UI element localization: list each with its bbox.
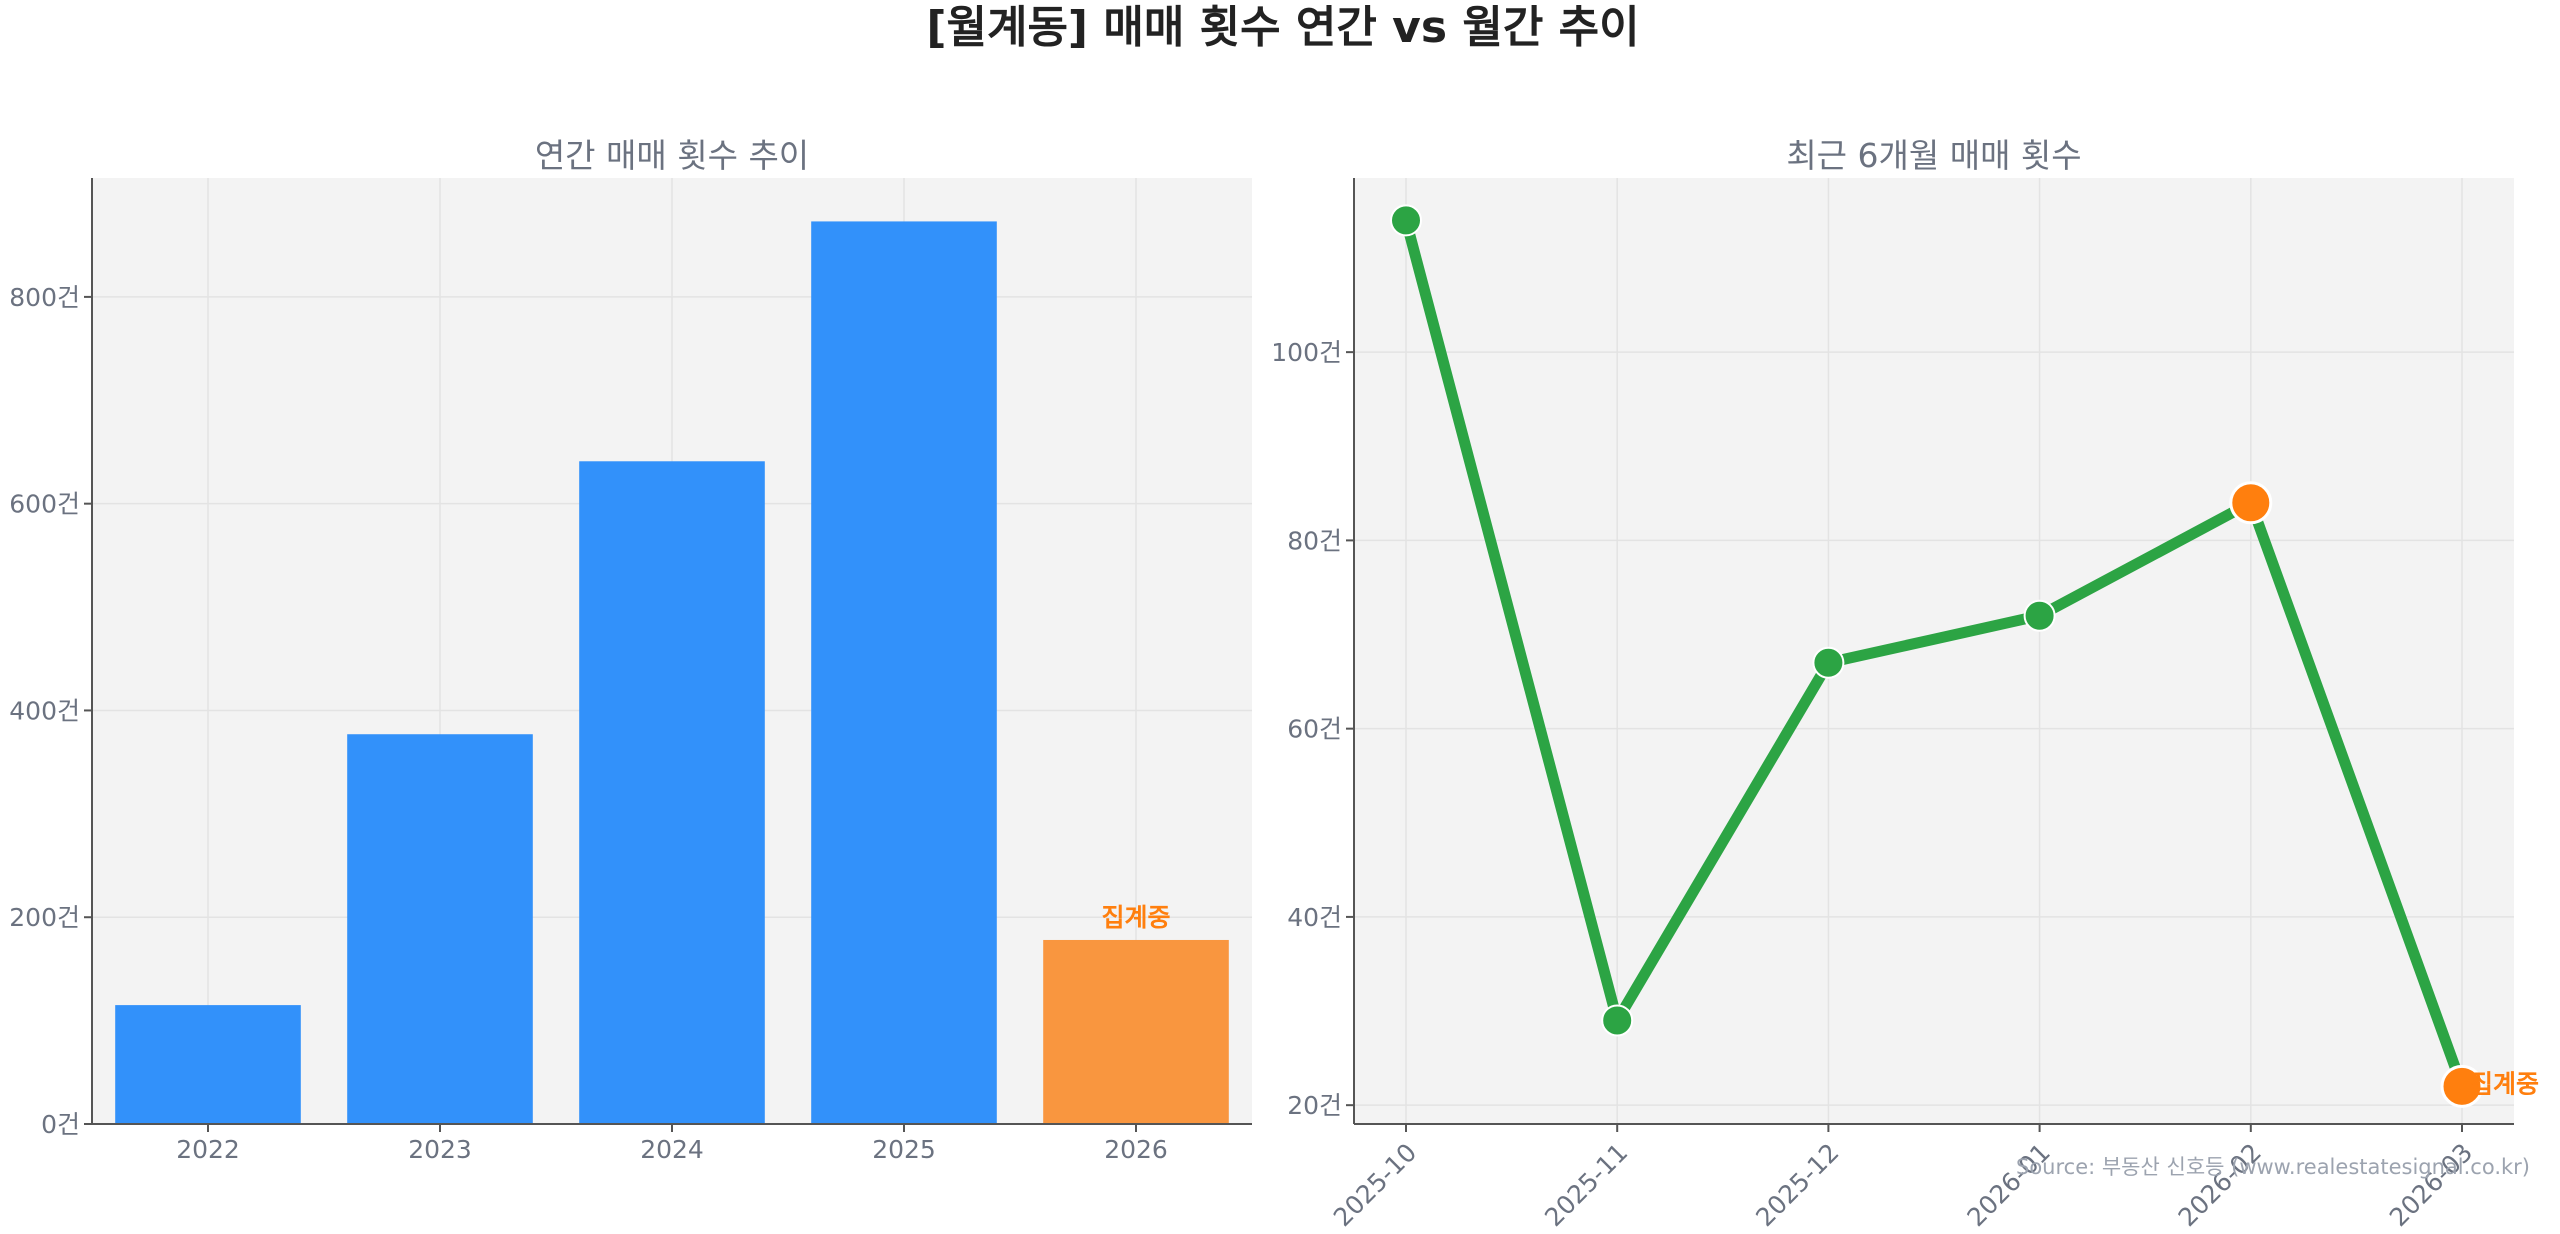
monthly-line-chart: 최근 6개월 매매 횟수 집계중 20건 40건 60건 80건 100건 2025-10 2… (1271, 136, 2539, 1232)
y-tick-label: 200건 (9, 903, 80, 932)
data-point-highlight (2229, 481, 2273, 525)
x-tick-label: 2025-10 (1328, 1138, 1422, 1232)
x-tick-label: 2022 (176, 1135, 240, 1164)
data-point-highlight (2440, 1064, 2484, 1108)
series-line (1400, 214, 2468, 1092)
x-tick-label: 2026-01 (1961, 1138, 2055, 1232)
y-tick-label: 400건 (9, 696, 80, 725)
y-tick-label: 600건 (9, 490, 80, 519)
bar (579, 461, 765, 1124)
y-tick-label: 80건 (1287, 526, 1342, 555)
x-tick-label: 2026-02 (2173, 1138, 2267, 1232)
x-tick-label: 2023 (408, 1135, 472, 1164)
y-tick-label: 40건 (1287, 903, 1342, 932)
annual-chart-title: 연간 매매 횟수 추이 (535, 136, 809, 175)
data-point (1390, 204, 1422, 237)
in-progress-label: 집계중 (2470, 1069, 2539, 1098)
y-tick-label: 60건 (1287, 715, 1342, 744)
bar (115, 1005, 301, 1124)
in-progress-label: 집계중 (1101, 903, 1170, 932)
figure-title: [월계동] 매매 횟수 연간 vs 월간 추이 (926, 2, 1639, 53)
data-point (2023, 599, 2056, 632)
annual-bar-chart: 연간 매매 횟수 추이 집계중 0건 200건 400건 600건 800건 2022 202… (9, 136, 1252, 1164)
y-tick-label: 0건 (41, 1110, 80, 1139)
y-tick-label: 20건 (1287, 1091, 1342, 1120)
x-tick-label: 2026 (1104, 1135, 1168, 1164)
x-tick-label: 2025 (872, 1135, 936, 1164)
bar-in-progress (1043, 939, 1229, 1124)
y-tick-label: 800건 (9, 283, 80, 312)
data-point (1601, 1004, 1634, 1037)
plot-area (1354, 178, 2514, 1124)
bar (811, 221, 997, 1124)
monthly-chart-title: 최근 6개월 매매 횟수 (1786, 136, 2081, 175)
x-tick-label: 2025-12 (1750, 1138, 1844, 1232)
source-credit: Source: 부동산 신호등 (www.realestatesignal.co… (2016, 1155, 2530, 1179)
y-tick-label: 100건 (1271, 338, 1342, 367)
x-tick-label: 2025-11 (1539, 1138, 1633, 1232)
bar (347, 734, 533, 1124)
data-point (1812, 646, 1845, 679)
x-tick-label: 2026-03 (2384, 1138, 2478, 1232)
x-tick-label: 2024 (640, 1135, 704, 1164)
